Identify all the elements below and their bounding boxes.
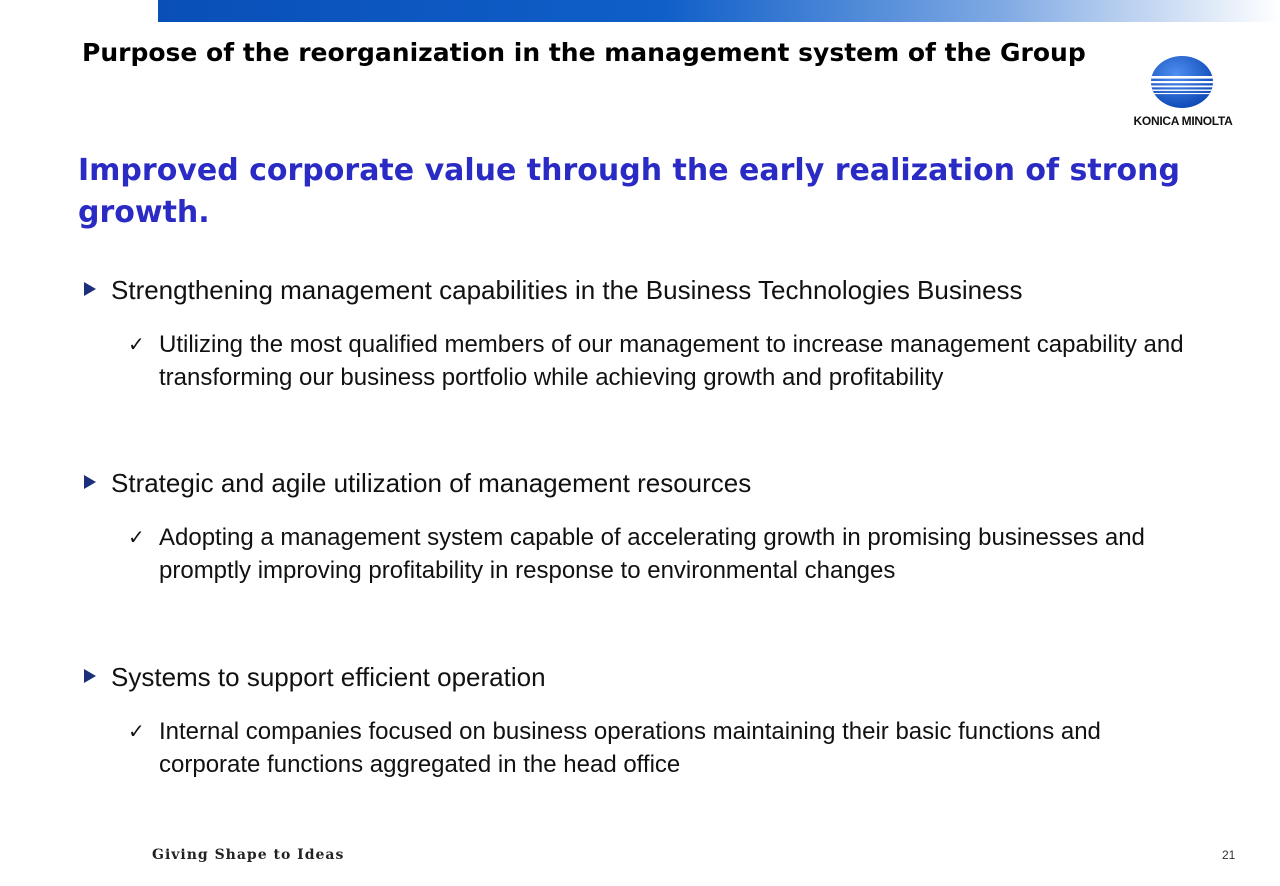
logo-text: KONICA MINOLTA (1133, 114, 1233, 128)
slide-title: Purpose of the reorganization in the man… (82, 38, 1086, 67)
sub-item: ✓ Adopting a management system capable o… (128, 521, 1208, 587)
bullet-heading: Systems to support efficient operation (111, 662, 546, 692)
sub-item: ✓ Internal companies focused on business… (128, 715, 1208, 781)
bullet-item: Strategic and agile utilization of manag… (84, 467, 1224, 501)
check-icon: ✓ (128, 719, 145, 743)
triangle-bullet-icon (84, 282, 96, 296)
headline: Improved corporate value through the ear… (78, 153, 1180, 230)
bullet-heading: Strategic and agile utilization of manag… (111, 468, 752, 498)
triangle-bullet-icon (84, 669, 96, 683)
sub-item-text: Adopting a management system capable of … (159, 524, 1145, 584)
globe-icon (1151, 56, 1213, 108)
triangle-bullet-icon (84, 475, 96, 489)
section-resource-utilization: Strategic and agile utilization of manag… (84, 467, 1224, 587)
page-number: 21 (1222, 848, 1236, 862)
check-icon: ✓ (128, 332, 145, 356)
bullet-item: Strengthening management capabilities in… (84, 274, 1224, 308)
sub-item-text: Internal companies focused on business o… (159, 718, 1101, 778)
sub-item-text: Utilizing the most qualified members of … (159, 331, 1184, 391)
bullet-heading: Strengthening management capabilities in… (111, 275, 1023, 305)
check-icon: ✓ (128, 525, 145, 549)
section-management-capabilities: Strengthening management capabilities in… (84, 274, 1224, 394)
sub-item: ✓ Utilizing the most qualified members o… (128, 328, 1208, 394)
footer-tagline: Giving Shape to Ideas (152, 847, 345, 863)
bullet-item: Systems to support efficient operation (84, 661, 1224, 695)
company-logo: KONICA MINOLTA (1108, 52, 1258, 132)
section-efficient-operation: Systems to support efficient operation ✓… (84, 661, 1224, 781)
top-accent-bar (158, 0, 1280, 22)
